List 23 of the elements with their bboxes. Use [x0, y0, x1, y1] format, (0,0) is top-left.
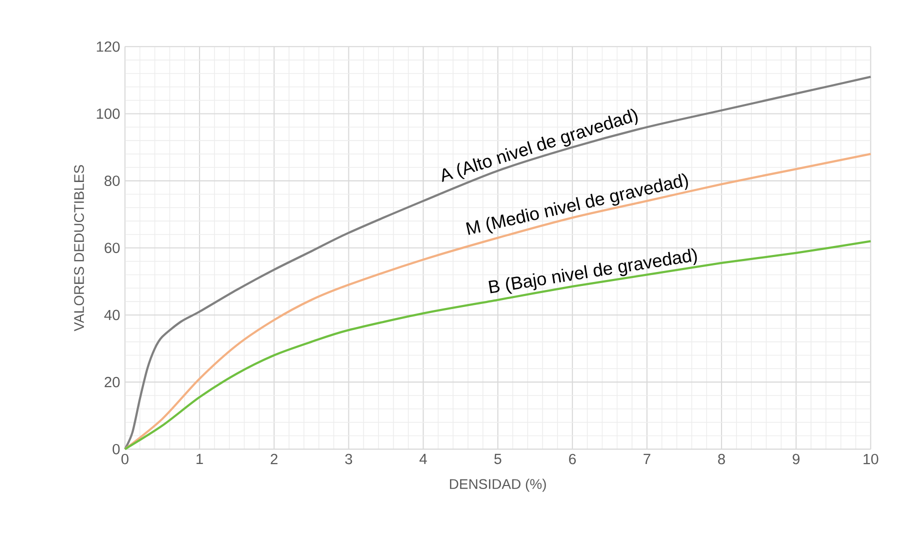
x-tick-label: 10 [864, 454, 878, 464]
x-tick-label: 8 [718, 454, 725, 464]
y-tick-label: 20 [104, 377, 120, 388]
x-axis-title: DENSIDAD (%) [450, 478, 546, 492]
y-tick-label: 0 [112, 444, 120, 454]
x-tick-label: 6 [569, 454, 576, 464]
y-tick-label: 80 [104, 176, 120, 186]
y-tick-label: 100 [96, 108, 120, 120]
y-axis-title: VALORES DEDUCTIBLES [74, 165, 84, 332]
x-tick-label: 3 [345, 454, 352, 464]
x-tick-label: 2 [270, 454, 278, 464]
y-tick-label: 40 [104, 310, 120, 320]
x-tick-label: 9 [792, 454, 800, 464]
text: B (Bajo nivel de gravedad) [488, 248, 697, 294]
y-tick-label: 120 [96, 42, 120, 52]
x-tick-label: 7 [644, 454, 650, 464]
line-series [124, 76, 872, 450]
x-tick-label: 5 [494, 454, 502, 464]
line-series [124, 240, 872, 450]
x-tick-label: 1 [196, 454, 203, 464]
x-tick-label: 4 [420, 454, 427, 464]
y-tick-label: 60 [104, 242, 120, 254]
x-tick-label: 0 [121, 454, 128, 464]
